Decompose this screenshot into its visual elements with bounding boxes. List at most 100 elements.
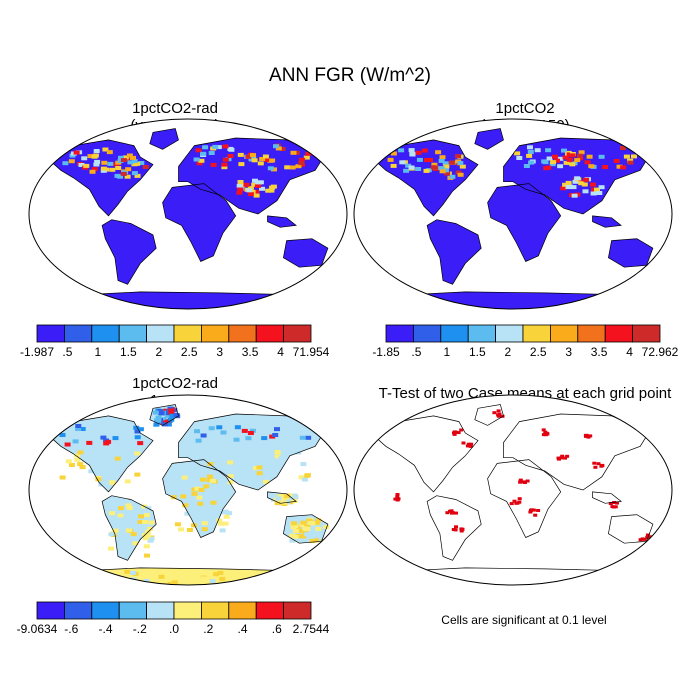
warm-cell [449, 174, 456, 179]
warm-cell [127, 160, 134, 165]
colorbar-tick-label: -.4 [98, 622, 112, 636]
south-america-outline [426, 219, 482, 285]
diff-cell [152, 410, 159, 415]
warm-cell [563, 160, 570, 165]
significant-cell [393, 497, 398, 501]
diff-cell [79, 465, 86, 470]
colorbar-tick-label: 71.954 [293, 345, 330, 359]
warm-cell [124, 174, 131, 179]
warm-cell [246, 188, 253, 193]
significant-cell [459, 428, 464, 432]
europe-asia-fill [503, 138, 650, 214]
colorbar-c: -9.0634 -.6 -.4 -.2 .0 .2 .4 .6 2.7544 [17, 601, 330, 636]
warm-cell [89, 169, 96, 174]
warm-cell [253, 193, 260, 198]
warm-cell [91, 167, 98, 172]
warm-cell [126, 153, 133, 158]
colorbar-box [200, 601, 230, 620]
warm-cell [432, 165, 439, 170]
diff-cell [72, 439, 79, 444]
diff-cell [233, 437, 240, 442]
diff-cell [133, 583, 140, 585]
warm-cell [455, 154, 462, 159]
significant-cell [469, 442, 474, 446]
warm-cell [202, 145, 209, 150]
warm-cell [259, 157, 266, 161]
warm-cell [457, 161, 464, 166]
warm-cell [516, 156, 523, 160]
warm-cell [270, 184, 277, 189]
warm-cell [134, 161, 141, 166]
diff-cell [100, 435, 107, 440]
diff-cell [227, 474, 234, 479]
diff-cell [289, 538, 296, 543]
significant-cell [497, 412, 502, 416]
diff-cell [216, 518, 223, 523]
warm-cell [122, 155, 129, 160]
diff-cell [310, 535, 317, 540]
warm-cell [415, 150, 422, 155]
colorbar-box [550, 324, 579, 343]
warm-cell [443, 164, 450, 169]
significant-cell [525, 479, 530, 483]
warm-cell [222, 157, 229, 162]
diff-cell [118, 506, 124, 511]
warm-cell [572, 179, 579, 184]
diff-cell [278, 455, 285, 460]
diff-cell [108, 532, 115, 537]
warm-cell [289, 165, 296, 170]
diff-cell [142, 536, 149, 541]
diff-cell [261, 436, 268, 441]
warm-cell [269, 158, 276, 163]
warm-cell [253, 189, 260, 194]
diff-cell [307, 520, 314, 525]
warm-cell [583, 177, 590, 182]
warm-cell [571, 193, 578, 198]
diff-cell [265, 452, 272, 457]
diff-cell [165, 422, 172, 427]
europe-asia-outline [178, 413, 326, 491]
warm-cell [200, 151, 207, 156]
significant-cell [638, 538, 643, 542]
significant-cell [518, 478, 523, 482]
colorbar-box [173, 324, 202, 343]
diff-cell [164, 413, 171, 418]
diff-cell [210, 500, 217, 505]
diff-cell [155, 415, 162, 420]
diff-cell [157, 409, 164, 414]
significant-cell [615, 501, 619, 505]
africa-outline [487, 459, 562, 538]
warm-cell [542, 160, 549, 165]
diff-cell [86, 440, 93, 445]
warm-cell [118, 155, 124, 160]
diff-cell [241, 428, 248, 433]
diff-cell [275, 500, 282, 505]
europe-asia-outline [503, 413, 651, 491]
north-america-outline [47, 139, 154, 217]
diff-cell [79, 427, 86, 431]
warm-cell [435, 150, 442, 155]
colorbar-tick-label: 4 [626, 345, 633, 359]
warm-cell [243, 182, 250, 187]
warm-cell [526, 153, 533, 158]
diff-cell [263, 479, 269, 484]
diff-cell [137, 441, 144, 446]
colorbar-box [173, 601, 202, 620]
significant-cell [395, 493, 400, 496]
significant-cell [593, 465, 598, 469]
diff-cell [216, 425, 223, 430]
colorbar-tick-label: 1 [95, 345, 102, 359]
colorbar-tick-label: 2.5 [530, 345, 547, 359]
warm-cell [565, 180, 572, 185]
diff-cell [112, 436, 119, 441]
colorbar-tick-label: -.2 [133, 622, 147, 636]
warm-cell [574, 158, 581, 163]
diff-cell [247, 431, 254, 435]
warm-cell [416, 157, 423, 162]
diff-cell [298, 475, 305, 480]
significant-cell [645, 535, 650, 539]
diff-cell [290, 494, 297, 499]
diff-cell [271, 494, 278, 499]
colorbar-tick-label: 3 [216, 345, 223, 359]
greenland-outline [474, 404, 504, 426]
